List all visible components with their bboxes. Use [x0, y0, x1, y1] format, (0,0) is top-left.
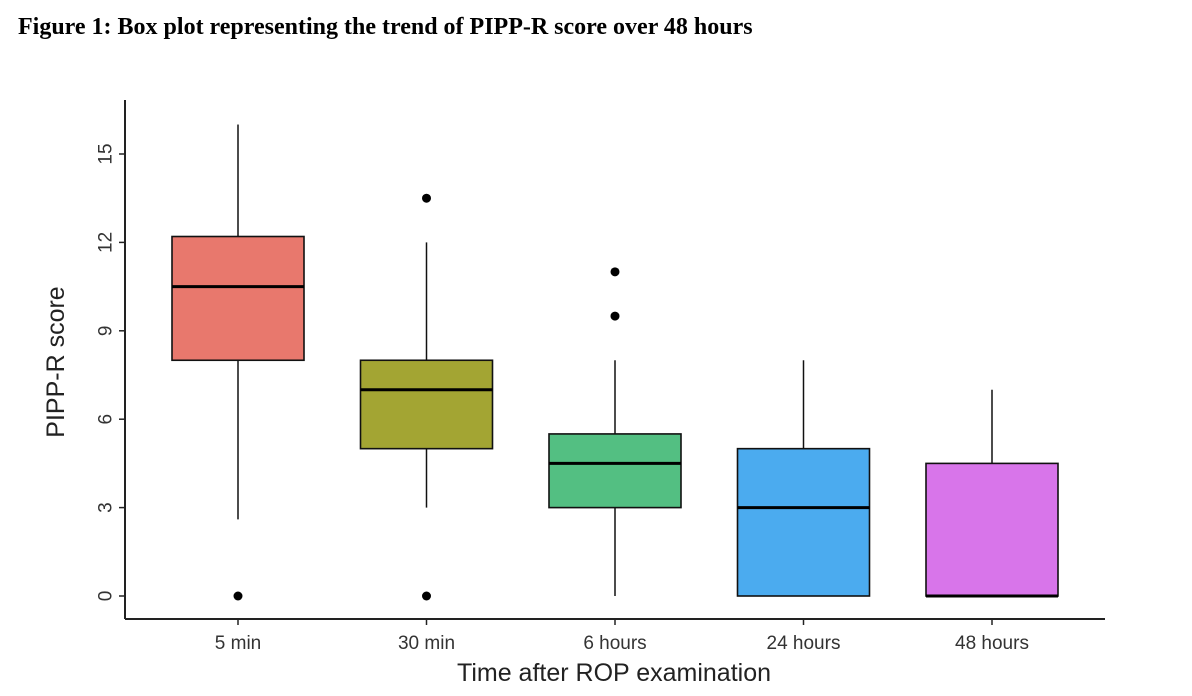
y-axis-title: PIPP-R score [42, 286, 70, 437]
box-iqr [171, 235, 305, 362]
figure-caption: Figure 1: Box plot representing the tren… [18, 14, 753, 40]
x-axis-title: Time after ROP examination [457, 659, 771, 687]
outlier-point [422, 193, 431, 203]
box-iqr [925, 462, 1059, 597]
y-tick-label: 0 [96, 591, 117, 602]
box-iqr [548, 433, 682, 509]
boxes-layer [171, 124, 1059, 601]
outlier-point [422, 591, 431, 601]
box-group [359, 193, 494, 601]
outlier-point [610, 267, 620, 277]
box-group [548, 267, 682, 596]
y-tick-label: 15 [96, 143, 117, 164]
box-iqr [736, 447, 871, 597]
y-tick-label: 12 [96, 232, 117, 253]
outlier-point [610, 311, 620, 321]
x-tick-label: 5 min [215, 633, 261, 654]
x-tick-label: 30 min [398, 633, 455, 654]
x-tick-label: 24 hours [767, 633, 841, 654]
box-group [171, 124, 305, 601]
box-iqr [359, 359, 494, 450]
y-tick-label: 3 [96, 502, 117, 513]
box-group [925, 389, 1059, 598]
box-group [736, 360, 871, 597]
y-tick-label: 9 [96, 326, 117, 337]
y-tick-label: 6 [96, 414, 117, 425]
x-tick-label: 48 hours [955, 633, 1029, 654]
axes: 0 3 6 9 12 15 5 min 30 min 6 hours 24 hours 48 hou… [96, 100, 1105, 654]
x-tick-label: 6 hours [583, 633, 646, 654]
outlier-point [233, 591, 243, 601]
